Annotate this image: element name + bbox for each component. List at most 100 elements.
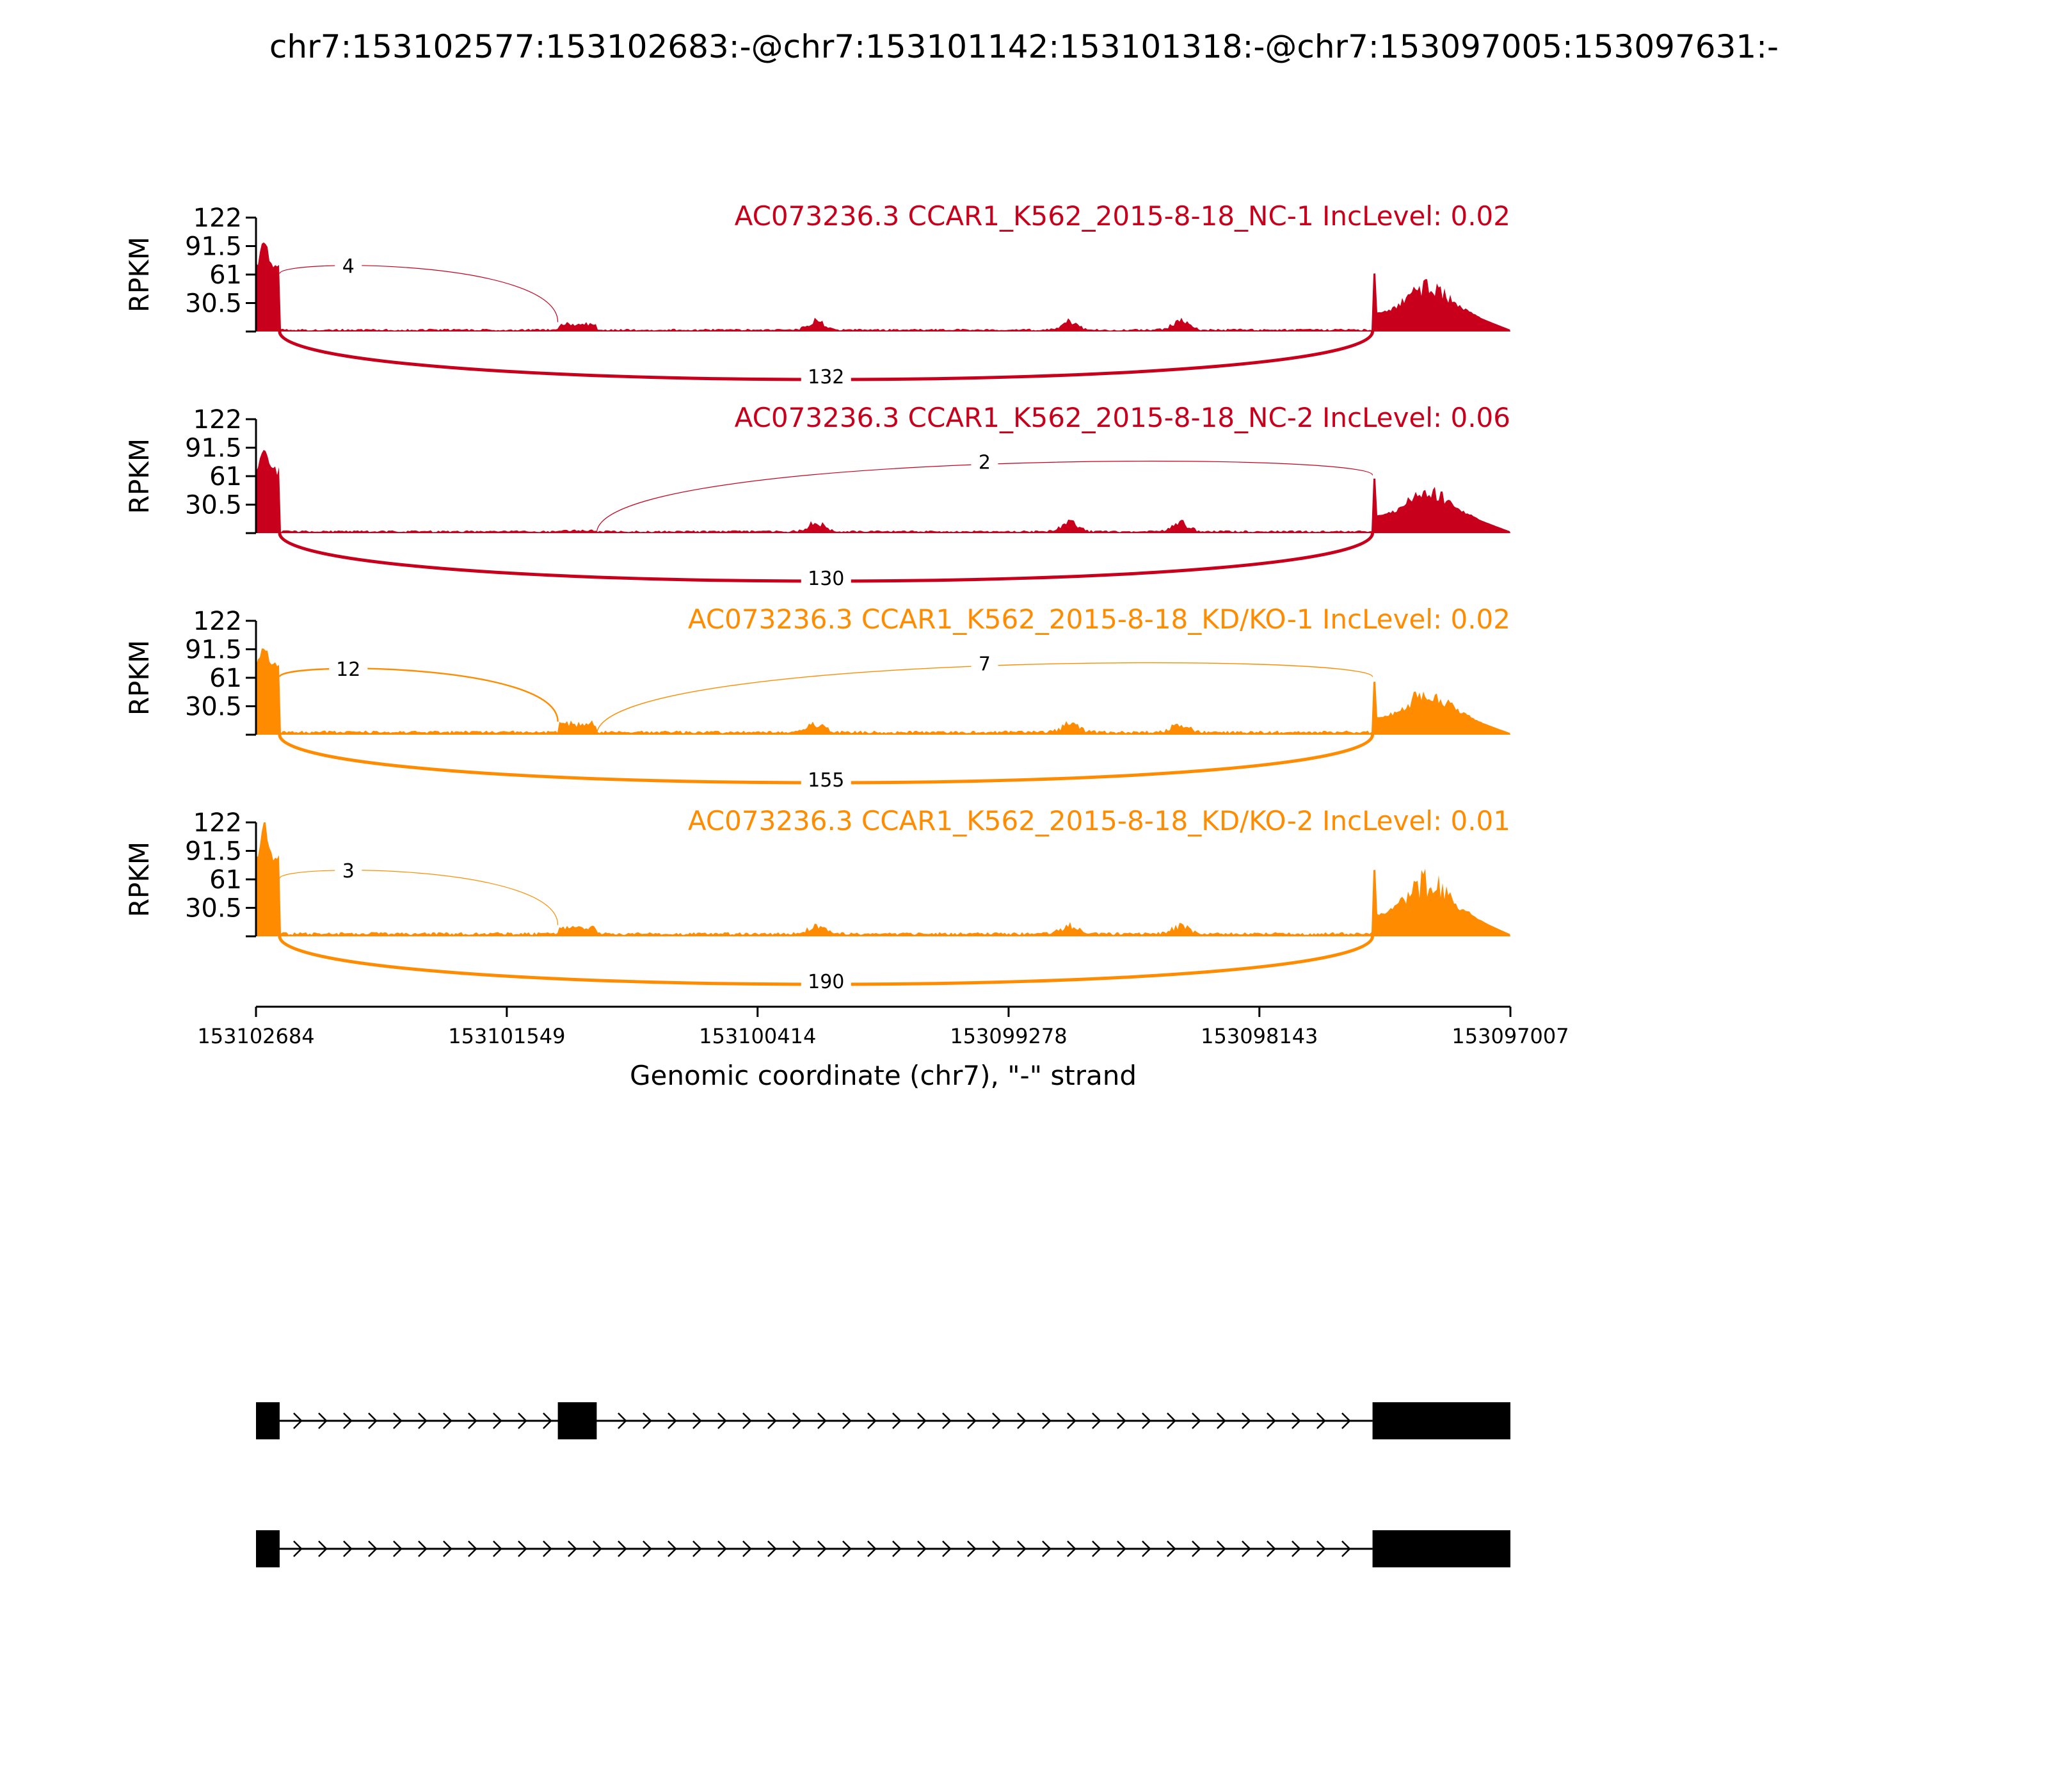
junction-count-label: 155	[808, 769, 844, 792]
strand-chevron	[1167, 1540, 1176, 1557]
junction-count-label: 7	[979, 653, 991, 675]
strand-chevron	[792, 1540, 802, 1557]
panel-title: AC073236.3 CCAR1_K562_2015-8-18_NC-2 Inc…	[735, 402, 1510, 433]
strand-chevron	[1117, 1412, 1126, 1429]
strand-chevron	[1067, 1412, 1076, 1429]
x-tick-label: 153099278	[950, 1024, 1067, 1048]
strand-chevron	[917, 1540, 927, 1557]
coverage-area	[256, 648, 1510, 735]
chart-title: chr7:153102577:153102683:-@chr7:15310114…	[269, 28, 1779, 65]
junction-count-label: 130	[808, 568, 844, 590]
strand-chevron	[1067, 1540, 1076, 1557]
isoform-inclusion	[256, 1402, 1510, 1439]
strand-chevron	[443, 1540, 452, 1557]
strand-chevron	[717, 1412, 727, 1429]
strand-chevron	[1242, 1412, 1251, 1429]
junction-count-label: 2	[979, 451, 991, 474]
x-tick-label: 153102684	[197, 1024, 314, 1048]
strand-chevron	[293, 1412, 303, 1429]
y-axis-label: RPKM	[124, 640, 155, 716]
strand-chevron	[518, 1412, 527, 1429]
strand-chevron	[1092, 1412, 1101, 1429]
strand-chevron	[1142, 1540, 1151, 1557]
strand-chevron	[1142, 1412, 1151, 1429]
junction-count-label: 3	[342, 860, 355, 883]
strand-chevron	[493, 1412, 502, 1429]
junction-count-label: 190	[808, 971, 844, 993]
strand-chevron	[643, 1412, 652, 1429]
junction-label-bg	[335, 858, 362, 883]
isoform-skipping	[256, 1530, 1510, 1567]
strand-chevron	[443, 1412, 452, 1429]
strand-chevron	[817, 1540, 827, 1557]
y-tick-label: 122	[193, 607, 242, 636]
y-tick-label: 91.5	[185, 232, 242, 262]
strand-chevron	[1316, 1412, 1326, 1429]
y-tick-label: 122	[193, 405, 242, 435]
junction-label-bg	[329, 657, 368, 682]
strand-chevron	[1117, 1540, 1126, 1557]
strand-chevron	[942, 1412, 952, 1429]
strand-chevron	[668, 1412, 677, 1429]
strand-chevron	[1316, 1540, 1326, 1557]
strand-chevron	[318, 1540, 328, 1557]
strand-chevron	[1341, 1540, 1351, 1557]
junction-label-bg	[335, 253, 362, 278]
strand-chevron	[293, 1540, 303, 1557]
x-tick-label: 153100414	[699, 1024, 816, 1048]
exon-block	[1372, 1402, 1510, 1439]
y-tick-label: 30.5	[185, 289, 242, 319]
y-axis-label: RPKM	[124, 438, 155, 514]
strand-chevron	[742, 1540, 752, 1557]
y-tick-label: 91.5	[185, 434, 242, 463]
y-tick-label: 61	[209, 865, 242, 895]
strand-chevron	[1217, 1412, 1226, 1429]
junction-arc	[278, 668, 559, 722]
strand-chevron	[343, 1412, 353, 1429]
x-axis: 153102684 153101549 153100414 153099278 1530…	[197, 1005, 1569, 1091]
strand-chevron	[1242, 1540, 1251, 1557]
coverage-area	[256, 242, 1510, 332]
strand-chevron	[518, 1540, 527, 1557]
strand-chevron	[692, 1540, 702, 1557]
strand-chevron	[1267, 1540, 1276, 1557]
strand-chevron	[418, 1412, 428, 1429]
strand-chevron	[493, 1540, 502, 1557]
y-tick-label: 91.5	[185, 636, 242, 665]
strand-chevron	[1092, 1540, 1101, 1557]
gene-model	[256, 1402, 1510, 1567]
strand-chevron	[1042, 1540, 1052, 1557]
strand-chevron	[618, 1540, 627, 1557]
strand-chevron	[817, 1412, 827, 1429]
strand-chevron	[717, 1540, 727, 1557]
exon-block	[557, 1402, 597, 1439]
strand-chevron	[1267, 1412, 1276, 1429]
strand-chevron	[543, 1540, 552, 1557]
strand-chevron	[593, 1540, 602, 1557]
y-tick-label: 91.5	[185, 837, 242, 867]
strand-chevron	[468, 1540, 477, 1557]
strand-chevron	[867, 1540, 877, 1557]
junction-label-bg	[801, 767, 851, 792]
x-tick-label: 153101549	[448, 1024, 565, 1048]
junction-count-label: 4	[342, 255, 355, 278]
y-axis-label: RPKM	[124, 842, 155, 917]
y-axis-label: RPKM	[124, 237, 155, 312]
strand-chevron	[368, 1540, 378, 1557]
junction-label-bg	[971, 449, 998, 474]
junction-label-bg	[801, 364, 851, 388]
panel-title: AC073236.3 CCAR1_K562_2015-8-18_KD/KO-1 …	[688, 604, 1510, 635]
junction-label-bg	[801, 969, 851, 993]
strand-chevron	[568, 1540, 577, 1557]
x-axis-label: Genomic coordinate (chr7), "-" strand	[630, 1060, 1137, 1091]
junction-arc	[279, 870, 559, 925]
strand-chevron	[742, 1412, 752, 1429]
strand-chevron	[543, 1412, 552, 1429]
strand-chevron	[867, 1412, 877, 1429]
strand-chevron	[842, 1412, 852, 1429]
strand-chevron	[368, 1412, 378, 1429]
